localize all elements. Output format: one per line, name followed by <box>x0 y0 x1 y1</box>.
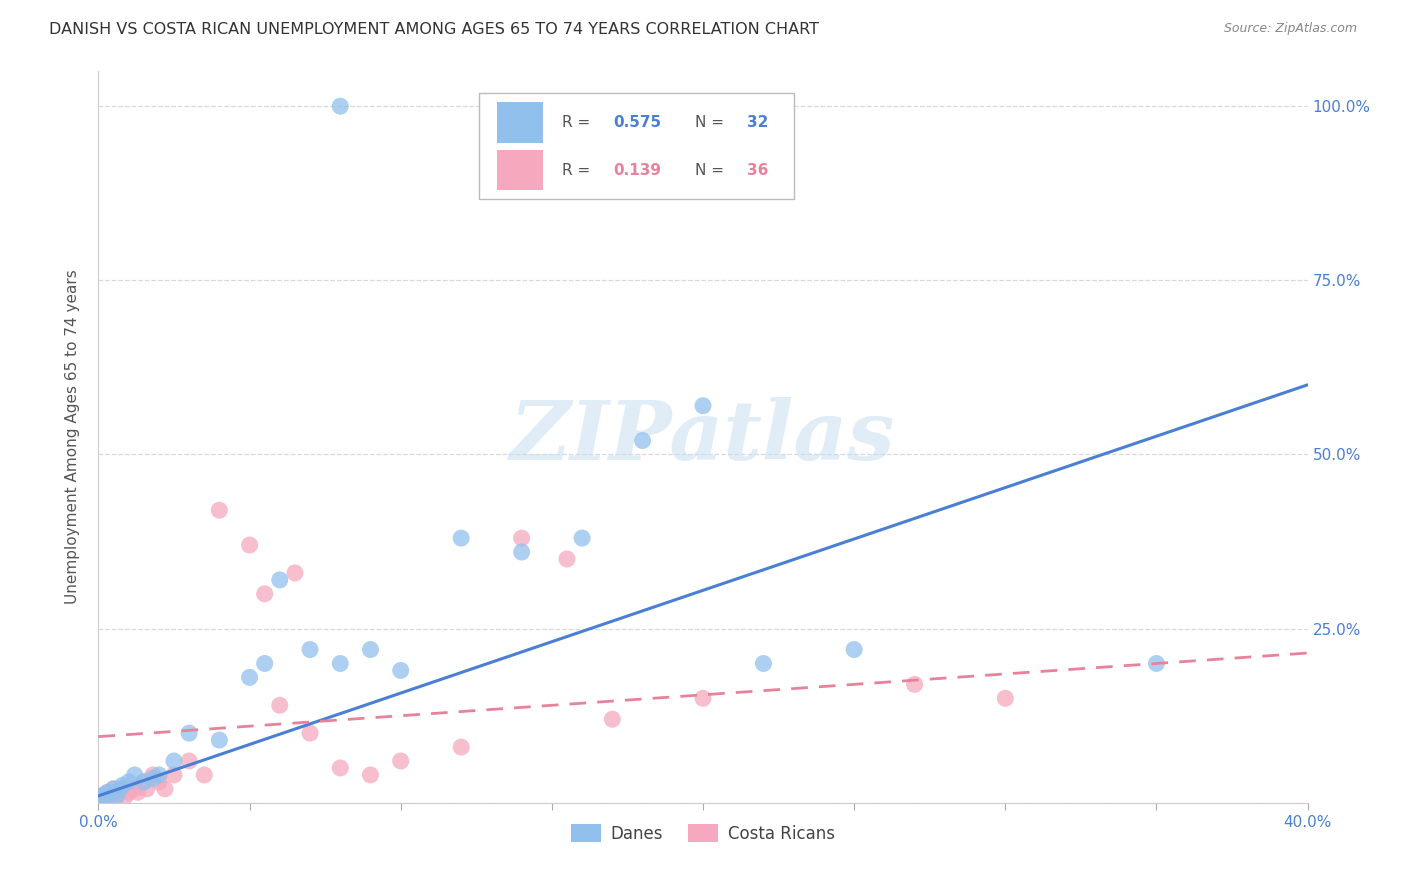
Point <box>111 778 134 792</box>
Point <box>90 789 112 803</box>
Point <box>93 789 115 803</box>
Point <box>253 587 276 601</box>
Text: N =: N = <box>695 115 728 130</box>
Point <box>450 740 472 755</box>
Point <box>148 768 170 782</box>
Point <box>135 781 157 796</box>
Point <box>108 785 131 799</box>
Text: 32: 32 <box>747 115 768 130</box>
Point <box>692 691 714 706</box>
Point <box>111 781 134 796</box>
Point <box>299 642 322 657</box>
Point <box>179 754 201 768</box>
Text: N =: N = <box>695 162 728 178</box>
Point <box>239 670 262 684</box>
Point <box>208 503 231 517</box>
Bar <box>498 150 543 190</box>
Point <box>571 531 593 545</box>
Text: 36: 36 <box>747 162 768 178</box>
Point <box>555 552 578 566</box>
Point <box>253 657 276 671</box>
Text: 0.575: 0.575 <box>613 115 662 130</box>
Point <box>127 785 149 799</box>
Point <box>269 698 291 713</box>
Point <box>360 642 382 657</box>
Bar <box>498 103 543 143</box>
Point <box>692 399 714 413</box>
Point <box>179 726 201 740</box>
Text: R =: R = <box>561 162 595 178</box>
Point <box>163 768 186 782</box>
Point <box>93 789 115 803</box>
Point <box>90 789 112 803</box>
Point <box>510 531 533 545</box>
Text: ZIPatlas: ZIPatlas <box>510 397 896 477</box>
Point <box>124 768 146 782</box>
Point <box>389 754 412 768</box>
Point <box>163 754 186 768</box>
Point <box>329 99 352 113</box>
Point <box>105 789 128 803</box>
Point <box>450 531 472 545</box>
Point <box>329 761 352 775</box>
Point <box>193 768 215 782</box>
FancyBboxPatch shape <box>479 94 793 200</box>
Point <box>96 785 118 799</box>
Point <box>118 785 141 799</box>
Point <box>103 781 125 796</box>
Point <box>208 733 231 747</box>
Text: R =: R = <box>561 115 595 130</box>
Point <box>284 566 307 580</box>
Point <box>153 781 176 796</box>
Point <box>105 789 128 803</box>
Point <box>118 775 141 789</box>
Point <box>389 664 412 678</box>
Y-axis label: Unemployment Among Ages 65 to 74 years: Unemployment Among Ages 65 to 74 years <box>65 269 80 605</box>
Point <box>904 677 927 691</box>
Point <box>108 781 131 796</box>
Point <box>142 772 165 786</box>
Text: Source: ZipAtlas.com: Source: ZipAtlas.com <box>1223 22 1357 36</box>
Point <box>100 789 122 803</box>
Point <box>844 642 866 657</box>
Text: 0.139: 0.139 <box>613 162 661 178</box>
Point <box>132 775 155 789</box>
Point <box>103 781 125 796</box>
Point <box>239 538 262 552</box>
Text: DANISH VS COSTA RICAN UNEMPLOYMENT AMONG AGES 65 TO 74 YEARS CORRELATION CHART: DANISH VS COSTA RICAN UNEMPLOYMENT AMONG… <box>49 22 820 37</box>
Point <box>269 573 291 587</box>
Point <box>148 775 170 789</box>
Point <box>124 781 146 796</box>
Point <box>994 691 1017 706</box>
Point <box>752 657 775 671</box>
Point <box>360 768 382 782</box>
Point <box>142 768 165 782</box>
Point <box>114 789 136 803</box>
Point <box>631 434 654 448</box>
Legend: Danes, Costa Ricans: Danes, Costa Ricans <box>564 817 842 849</box>
Point <box>329 657 352 671</box>
Point <box>602 712 624 726</box>
Point <box>510 545 533 559</box>
Point <box>100 789 122 803</box>
Point <box>96 785 118 799</box>
Point <box>132 775 155 789</box>
Point <box>1144 657 1167 671</box>
Point <box>299 726 322 740</box>
